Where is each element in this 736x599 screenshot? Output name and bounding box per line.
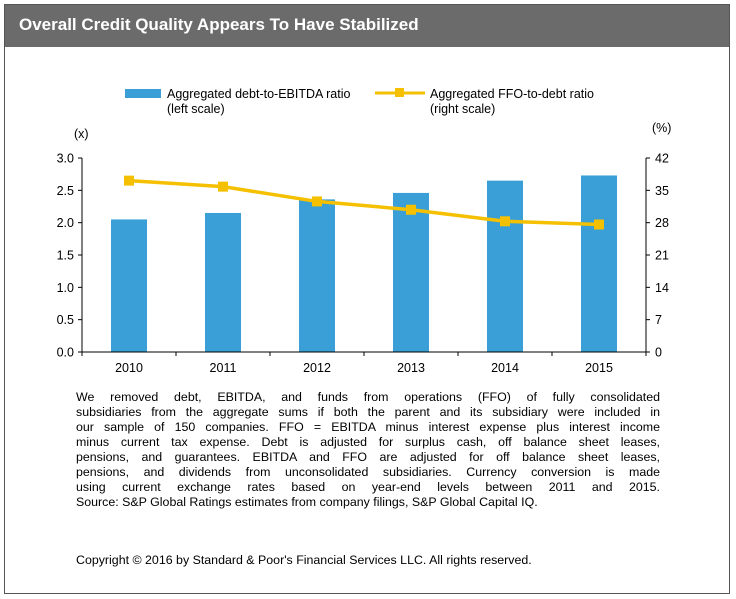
y-right-tick-label: 0 [655, 346, 662, 360]
y-right-tick-label: 7 [655, 313, 662, 327]
y-left-axis-label: (x) [74, 127, 89, 141]
legend-swatch-marker [395, 88, 404, 97]
y-left-tick-label: 2.5 [57, 184, 74, 198]
bar [393, 192, 429, 352]
x-tick-label: 2015 [585, 361, 613, 375]
y-right-tick-label: 35 [655, 184, 669, 198]
bar [299, 199, 335, 352]
y-left-tick-label: 0.5 [57, 313, 74, 327]
legend-swatch-bar [125, 89, 161, 98]
footnote-source: Source: S&P Global Ratings estimates fro… [76, 495, 538, 509]
footnote-line: using current exchange rates based on ye… [76, 480, 660, 494]
copyright: Copyright © 2016 by Standard & Poor's Fi… [76, 553, 532, 567]
x-tick-label: 2014 [491, 361, 519, 375]
footnote-line: our sample of 150 companies. FFO = EBITD… [76, 420, 660, 434]
x-tick-label: 2011 [210, 361, 237, 375]
legend-label-line: Aggregated FFO-to-debt ratio [430, 87, 594, 101]
ffo-line [128, 178, 600, 227]
legend-label-line-sub: (right scale) [430, 102, 495, 116]
y-right-tick-label: 21 [655, 249, 669, 263]
legend-label-bar: Aggregated debt-to-EBITDA ratio [167, 87, 350, 101]
footnote-line: pensions, and guarantees. EBITDA and FFO… [76, 450, 660, 464]
bar [205, 212, 241, 352]
y-left-tick-label: 2.0 [57, 216, 74, 230]
y-left-tick-label: 1.5 [57, 249, 74, 263]
bar [581, 175, 617, 352]
ffo-point [406, 204, 416, 215]
footnote-line: We removed debt, EBITDA, and funds from … [76, 390, 660, 404]
y-left-tick-label: 0.0 [57, 346, 74, 360]
footnote: We removed debt, EBITDA, and funds from … [76, 390, 660, 510]
y-left-tick-label: 1.0 [57, 281, 74, 295]
y-right-tick-label: 28 [655, 216, 669, 230]
chart-title: Overall Credit Quality Appears To Have S… [19, 15, 419, 34]
footnote-line: pensions, and dividends from unconsolida… [76, 465, 660, 479]
footnote-line: minus current tax expense. Debt is adjus… [76, 435, 660, 449]
y-right-axis-label: (%) [652, 121, 671, 135]
x-tick-label: 2010 [115, 361, 143, 375]
x-tick-label: 2012 [303, 361, 331, 375]
bar [487, 180, 523, 352]
ffo-point [500, 216, 510, 227]
footnote-lines: We removed debt, EBITDA, and funds from … [76, 390, 660, 495]
footnote-line: subsidiaries from the aggregate sums if … [76, 405, 660, 419]
y-right-tick-label: 14 [655, 281, 669, 295]
ffo-point [218, 181, 228, 192]
ffo-point [594, 219, 604, 230]
ffo-point [124, 175, 134, 186]
y-right-tick-label: 42 [655, 152, 669, 166]
title-bar: Overall Credit Quality Appears To Have S… [5, 5, 729, 47]
bar [111, 219, 147, 352]
ffo-point [312, 196, 322, 207]
chart: Aggregated debt-to-EBITDA ratio(left sca… [57, 87, 672, 375]
x-tick-label: 2013 [397, 361, 425, 375]
y-left-tick-label: 3.0 [57, 152, 74, 166]
legend-label-bar-sub: (left scale) [167, 102, 225, 116]
